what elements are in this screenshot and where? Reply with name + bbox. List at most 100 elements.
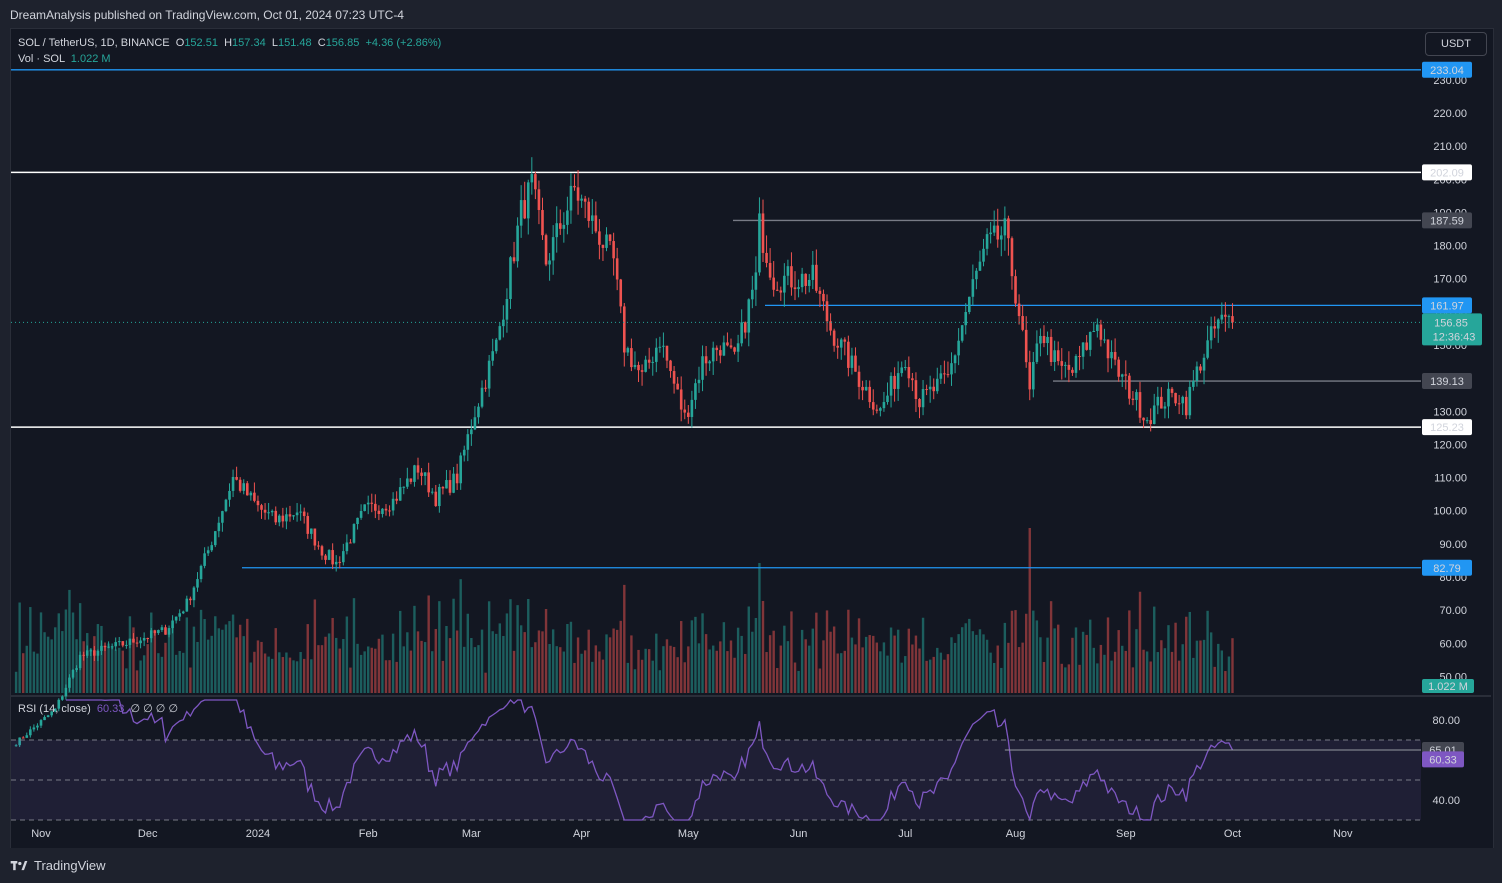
volume-bar [1224,671,1227,693]
candle-body [587,201,591,221]
candle-body [153,630,157,634]
volume-bar [29,607,32,693]
volume-bar [86,633,89,693]
candle-body [1120,374,1124,377]
volume-bar [1227,656,1231,693]
volume-bar [726,651,729,693]
candle-body [775,289,779,291]
volume-bar [534,642,537,693]
open-value: 152.51 [184,37,218,49]
tradingview-logo[interactable]: TradingView [10,858,106,873]
volume-bar [484,672,487,693]
candle-body [480,387,484,407]
volume-bar [822,640,825,693]
change-value: +4.36 (+2.86%) [365,37,442,49]
candle-body [374,503,377,511]
candle-body [455,473,459,484]
candle-body [249,492,253,496]
volume-bar [1174,622,1177,693]
volume-bar [377,638,381,693]
volume-bar [882,642,886,693]
candle-body [459,455,462,484]
candle-body [256,500,260,506]
candle-body [918,398,921,408]
volume-bar [285,652,288,693]
candle-body [864,386,868,391]
volume-bar [619,620,622,693]
price-level-tag-text: 139.13 [1430,376,1464,388]
currency-button[interactable]: USDT [1425,32,1487,56]
volume-bar [327,633,331,693]
volume-bar [235,637,238,693]
candle-body [790,266,793,288]
price-tick-label: 120.00 [1433,439,1467,451]
candle-body [285,514,288,522]
time-tick-label: Jun [790,828,808,840]
volume-bar [932,656,935,693]
candle-body [1220,314,1224,320]
volume-bar [331,617,334,693]
volume-bar [569,621,573,693]
volume-bar [278,652,281,693]
volume-bar [210,635,213,693]
candle-body [854,355,857,372]
candle-body [590,215,594,221]
candle-body [829,321,832,331]
price-level-tag-text: 202.09 [1430,167,1464,179]
candle-body [470,429,473,435]
candle-body [569,185,573,211]
candle-body [1163,406,1167,409]
candle-body [850,355,854,368]
candle-body [996,225,1000,240]
candle-body [957,340,960,356]
volume-bar [1021,642,1024,693]
volume-bar [854,644,857,693]
volume-bar [872,635,875,693]
candle-body [370,502,374,504]
candle-body [690,399,694,417]
volume-bar [1192,657,1195,693]
candle-body [317,545,320,547]
candle-body [128,638,132,645]
candle-body [29,729,32,736]
candle-body [772,277,775,290]
candle-body [445,480,448,489]
volume-bar [391,633,395,693]
volume-bar [893,635,896,693]
volume-bar [238,624,242,693]
volume-bar [459,579,462,693]
volume-bar [680,621,683,693]
volume-bar [672,646,676,693]
volume-bar [342,639,345,693]
candle-body [93,650,96,656]
volume-bar [128,616,132,693]
candle-body [683,409,687,413]
volume-bar [50,639,53,693]
chart-frame[interactable] [10,28,1494,850]
candle-body [224,499,228,512]
candle-body [398,487,402,501]
volume-bar [1007,642,1010,693]
candle-body [349,542,352,544]
price-level-tag [1422,61,1472,78]
volume-bar [875,642,879,693]
volume-bar [797,670,800,693]
candle-body [978,261,982,271]
candle-body [1032,361,1035,390]
volume-bar [445,625,448,693]
volume-bar [103,645,107,693]
candle-body [1181,396,1184,404]
volume-bar [139,660,142,693]
candle-body [18,737,21,746]
candle-body [32,727,36,730]
candle-body [1071,369,1074,373]
volume-bar [1089,619,1092,693]
volume-bar [491,631,494,693]
candle-body [203,553,206,566]
volume-bar [992,662,996,693]
volume-bar [395,661,398,693]
high-label: H [224,37,233,49]
volume-bar [242,636,245,693]
price-tick-label: 130.00 [1433,406,1467,418]
